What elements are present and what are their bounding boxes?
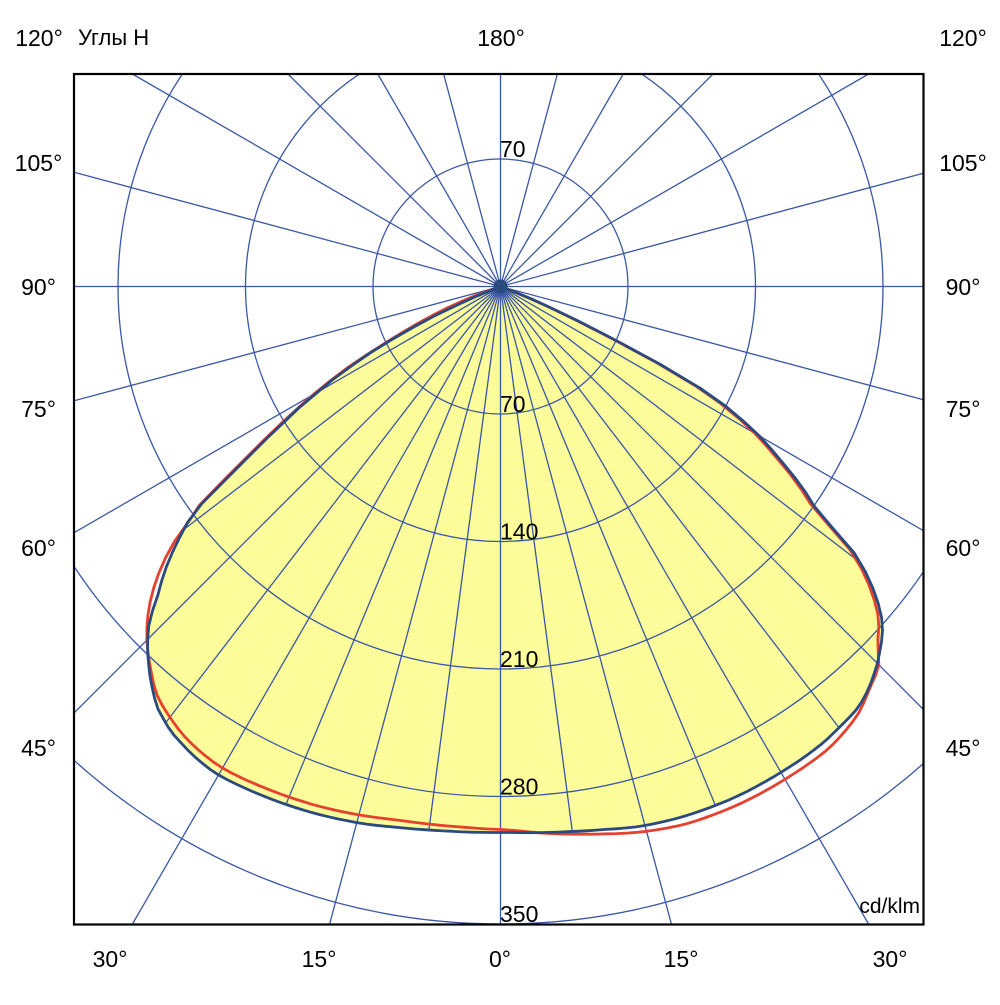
svg-text:120°: 120° (939, 25, 987, 51)
svg-text:60°: 60° (946, 535, 981, 561)
svg-text:75°: 75° (946, 396, 981, 422)
svg-text:70: 70 (500, 391, 526, 417)
svg-text:70: 70 (500, 136, 526, 162)
svg-text:30°: 30° (93, 946, 128, 972)
svg-text:105°: 105° (939, 150, 987, 176)
svg-text:140: 140 (500, 519, 538, 545)
svg-text:0°: 0° (489, 946, 511, 972)
svg-text:105°: 105° (15, 150, 63, 176)
svg-text:Углы Н: Углы Н (78, 25, 149, 50)
svg-text:75°: 75° (21, 396, 56, 422)
svg-text:210: 210 (500, 646, 538, 672)
svg-text:15°: 15° (302, 946, 337, 972)
svg-text:cd/klm: cd/klm (859, 895, 920, 918)
svg-text:350: 350 (500, 901, 538, 927)
svg-text:90°: 90° (946, 274, 981, 300)
svg-text:60°: 60° (21, 535, 56, 561)
svg-text:45°: 45° (946, 735, 981, 761)
svg-text:90°: 90° (21, 274, 56, 300)
svg-text:15°: 15° (664, 946, 699, 972)
svg-text:120°: 120° (15, 25, 63, 51)
svg-text:180°: 180° (477, 25, 525, 51)
svg-text:280: 280 (500, 774, 538, 800)
svg-text:30°: 30° (873, 946, 908, 972)
svg-text:45°: 45° (21, 735, 56, 761)
